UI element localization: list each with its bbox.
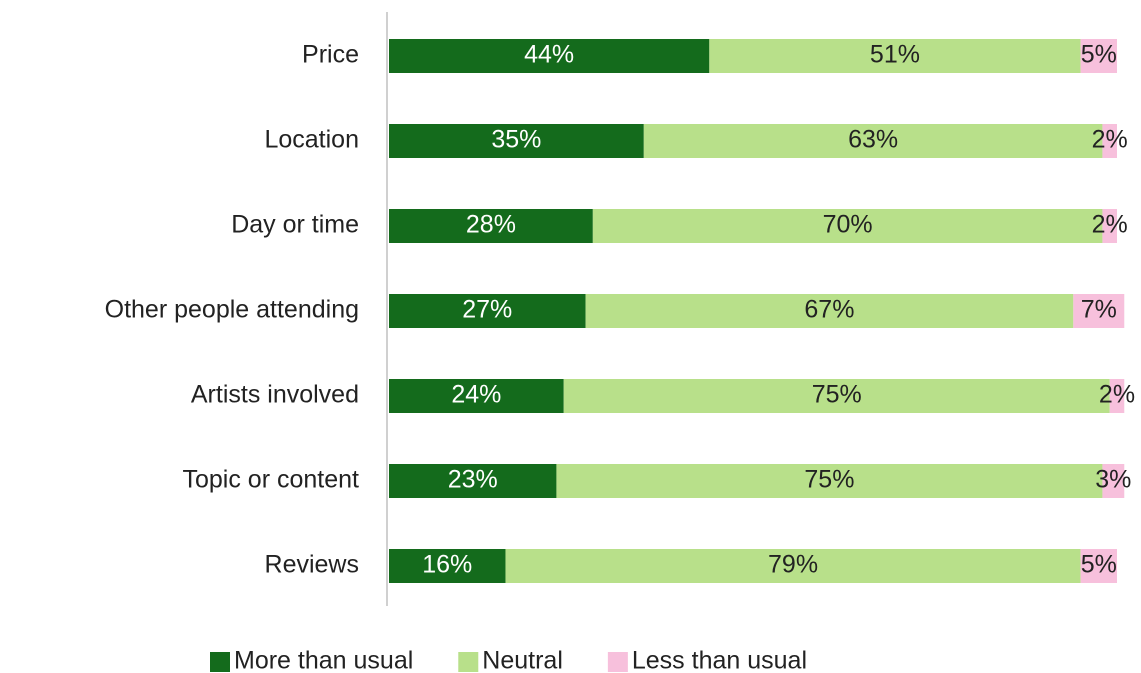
data-label: 5% <box>1081 551 1117 579</box>
bar-segment <box>389 209 593 243</box>
legend-label: More than usual <box>234 647 413 673</box>
bar-segment <box>592 209 1103 243</box>
data-label: 2% <box>1099 381 1135 409</box>
legend-label: Less than usual <box>632 647 807 673</box>
data-label: 16% <box>422 551 472 579</box>
bar-segment <box>1109 379 1125 413</box>
bar-segment <box>1102 124 1117 158</box>
bar-segment <box>643 124 1103 158</box>
bar-segment <box>1080 39 1117 73</box>
category-label: Artists involved <box>191 381 359 409</box>
data-label: 44% <box>524 41 574 69</box>
bar-segment <box>556 464 1103 498</box>
bar-segment <box>389 124 644 158</box>
data-label: 75% <box>804 466 854 494</box>
bar-segment <box>389 379 564 413</box>
bar-segment <box>585 294 1074 328</box>
data-label: 79% <box>768 551 818 579</box>
bar-segment <box>389 39 710 73</box>
bar-segment <box>1080 549 1117 583</box>
bar-segment <box>1102 464 1125 498</box>
category-label: Price <box>302 41 359 69</box>
data-label: 24% <box>451 381 501 409</box>
data-label: 67% <box>804 296 854 324</box>
data-label: 70% <box>823 211 873 239</box>
data-label: 51% <box>870 41 920 69</box>
data-label: 5% <box>1081 41 1117 69</box>
data-label: 27% <box>462 296 512 324</box>
bar-segment <box>389 294 586 328</box>
bar-segment <box>1102 209 1117 243</box>
category-label: Topic or content <box>183 466 360 494</box>
bar-segment <box>389 549 506 583</box>
category-label: Reviews <box>265 551 359 579</box>
legend-swatch <box>458 652 479 672</box>
data-label: 63% <box>848 126 898 154</box>
bar-segment <box>1073 294 1125 328</box>
legend-label: Neutral <box>482 647 563 673</box>
data-label: 28% <box>466 211 516 239</box>
category-label: Day or time <box>231 211 359 239</box>
data-label: 23% <box>448 466 498 494</box>
bar-segment <box>505 549 1081 583</box>
legend-swatch <box>210 652 230 672</box>
bar-segment <box>389 464 557 498</box>
data-label: 75% <box>812 381 862 409</box>
bar-segment <box>563 379 1110 413</box>
data-label: 3% <box>1095 466 1131 494</box>
legend-swatch <box>607 652 628 672</box>
data-label: 7% <box>1081 296 1117 324</box>
category-label: Location <box>264 126 359 154</box>
data-label: 35% <box>491 126 541 154</box>
data-label: 2% <box>1092 211 1128 239</box>
data-label: 2% <box>1092 126 1128 154</box>
category-label: Other people attending <box>105 296 359 324</box>
bar-segment <box>709 39 1081 73</box>
